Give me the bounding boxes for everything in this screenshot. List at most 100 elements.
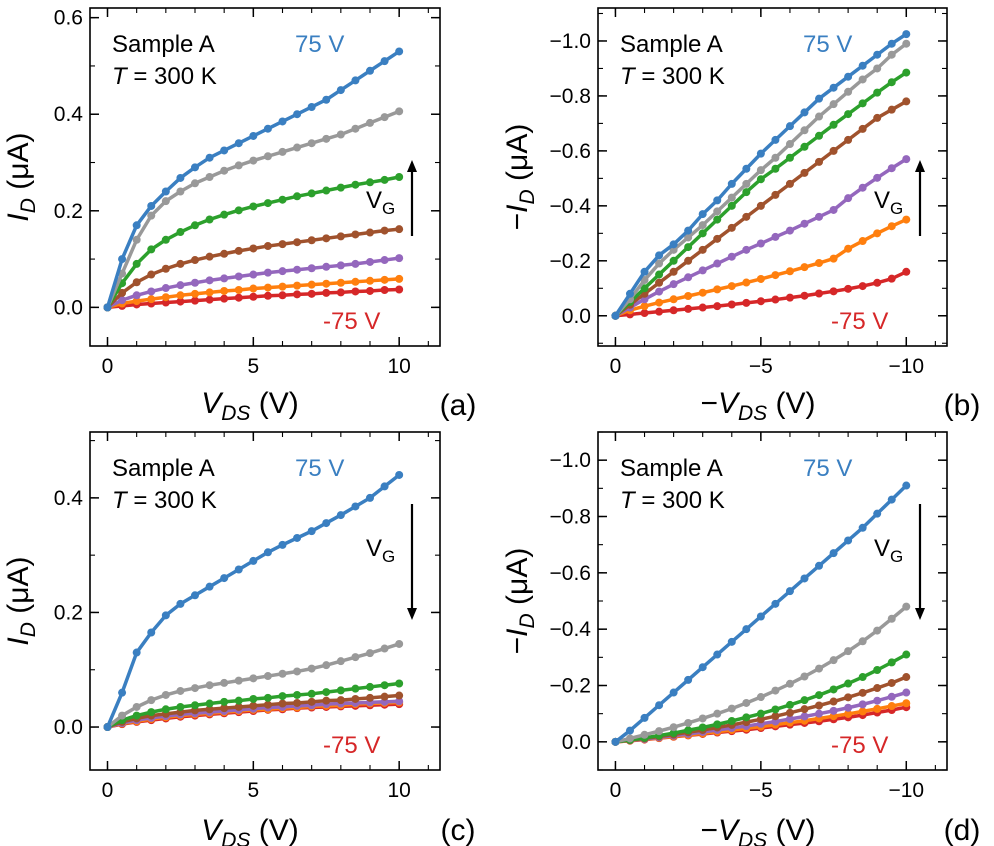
data-point [220,146,228,154]
data-point [176,291,184,299]
data-point [655,271,663,279]
data-point [279,196,287,204]
data-point [366,229,374,237]
data-point [351,695,359,703]
data-point [830,206,838,214]
data-point [322,96,330,104]
data-point [859,524,867,532]
data-point [902,155,910,163]
data-point [220,167,228,175]
panel-c: 0 5 10 0.0 0.2 0.4 Sample A T = 300 K 75 V -75 V V… [2,432,475,846]
data-point [162,187,170,195]
y-tick-label: −0.8 [550,506,591,529]
data-point [684,305,692,313]
data-point [786,227,794,235]
data-point [771,233,779,241]
data-point [147,212,155,220]
data-point [902,216,910,224]
data-point [888,40,896,48]
data-point [249,702,257,710]
data-point [699,221,707,229]
data-point [830,549,838,557]
data-point [670,689,678,697]
data-point [206,583,214,591]
data-point [757,612,765,620]
data-point [888,615,896,623]
data-point [351,125,359,133]
data-point [844,285,852,293]
y-tick-label: 0.0 [54,296,83,319]
data-point [366,119,374,127]
data-point [264,694,272,702]
data-point [713,196,721,204]
data-point [337,696,345,704]
vg-label: VG [874,535,903,566]
data-point [830,287,838,295]
data-point [118,689,126,697]
data-point [786,701,794,709]
vg-arrow-icon [407,504,417,620]
data-point [655,299,663,307]
data-point [844,110,852,118]
data-point [771,705,779,713]
data-point [873,64,881,72]
data-point [844,194,852,202]
data-point [728,705,736,713]
x-axis-label: −VDS (V) [700,387,815,425]
data-point [699,723,707,731]
data-point [684,227,692,235]
data-point [264,199,272,207]
panel-label: (d) [944,814,981,846]
data-point [293,266,301,274]
data-point [366,683,374,691]
data-point [308,189,316,197]
data-point [381,113,389,121]
data-point [859,637,867,645]
x-axis-label: VDS (V) [201,814,299,846]
data-point [249,557,257,565]
data-point [611,738,619,746]
data-point [176,687,184,695]
data-point [800,696,808,704]
data-point [279,283,287,291]
data-point [684,676,692,684]
data-point [147,295,155,303]
data-point [626,727,634,735]
data-point [655,701,663,709]
y-tick-label: −1.0 [550,449,591,472]
panel-a: 0 5 10 0.0 0.2 0.4 0.6 Sample A T = 300 K 75 V -75… [2,7,476,425]
data-point [249,244,257,252]
x-axis-label: −VDS (V) [700,814,815,846]
data-point [757,710,765,718]
top-gate-label: 75 V [803,455,852,482]
data-point [670,280,678,288]
data-point [771,165,779,173]
data-point [830,685,838,693]
data-point [800,126,808,134]
data-point [902,268,910,276]
data-point [713,216,721,224]
data-point [176,600,184,608]
data-point [264,701,272,709]
data-point [133,278,141,286]
bottom-gate-label: -75 V [831,732,888,759]
data-point [308,264,316,272]
data-point [713,710,721,718]
x-tick-label: 5 [247,355,259,378]
data-point [118,255,126,263]
data-point [191,179,199,187]
data-point [844,680,852,688]
data-point [235,677,243,685]
data-point [728,301,736,309]
data-point [366,178,374,186]
y-tick-label: 0.4 [54,103,84,126]
data-point [859,75,867,83]
data-point [815,113,823,121]
data-point [351,502,359,510]
data-point [771,271,779,279]
data-point [191,279,199,287]
x-tick-label: −10 [888,355,924,378]
data-point [844,245,852,253]
data-point [728,253,736,261]
